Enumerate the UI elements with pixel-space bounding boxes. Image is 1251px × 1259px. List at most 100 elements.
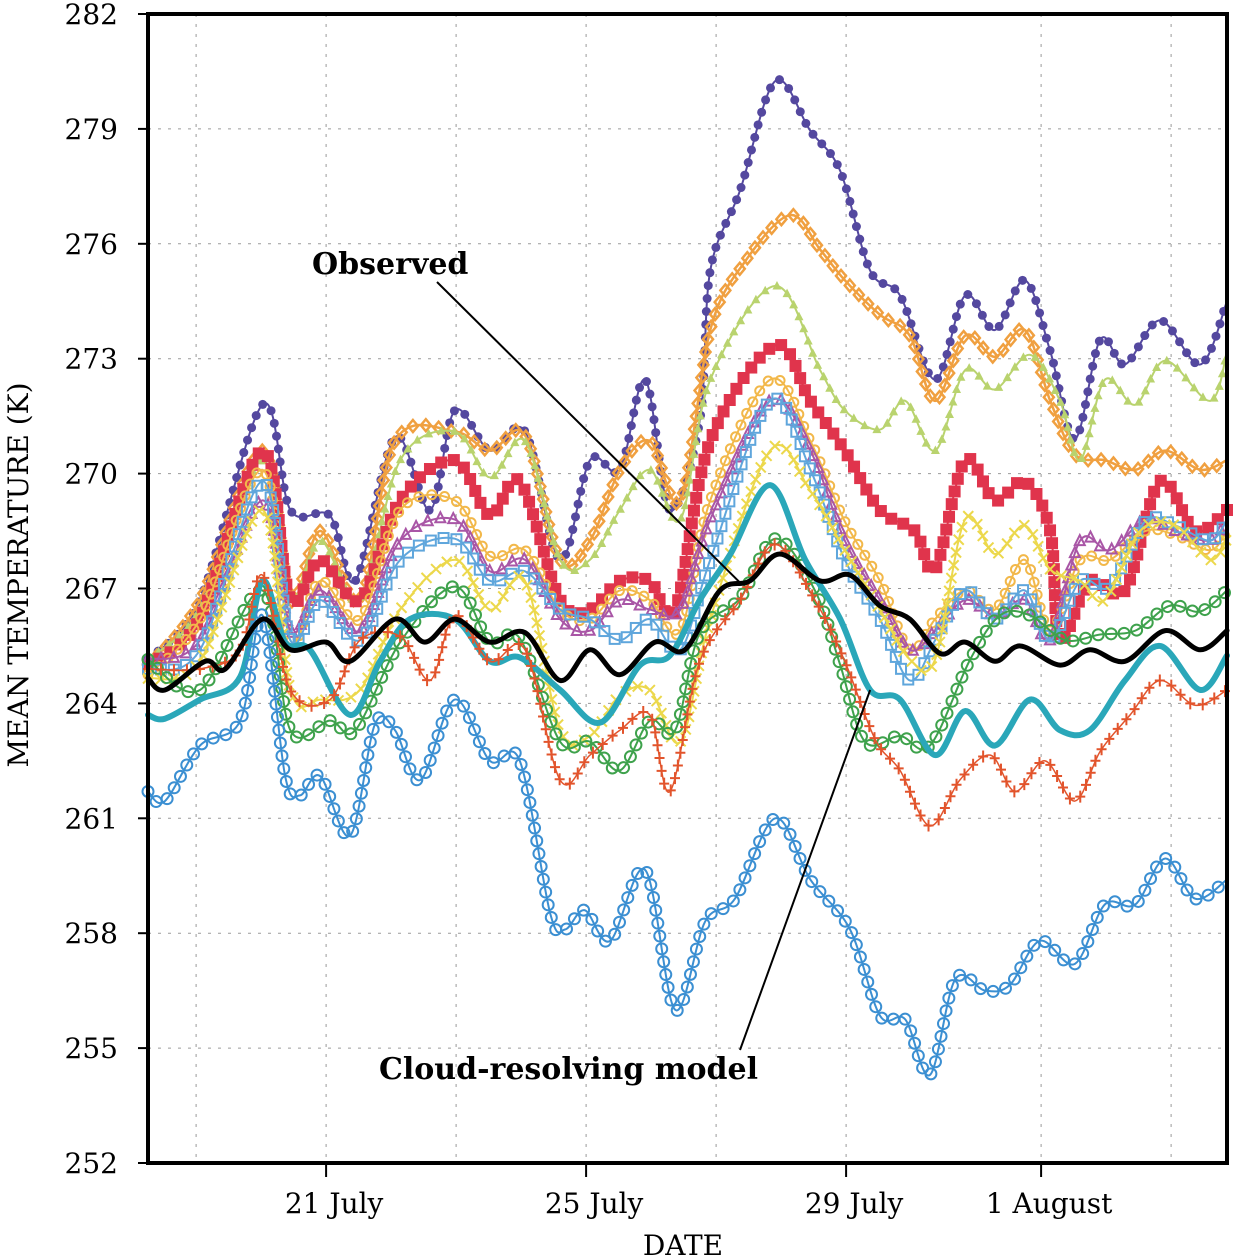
data-marker <box>469 484 482 497</box>
data-marker <box>1034 757 1045 770</box>
data-marker <box>838 914 852 928</box>
data-marker <box>1217 368 1227 378</box>
data-marker <box>819 417 832 430</box>
data-marker <box>1094 451 1108 468</box>
data-marker <box>1029 605 1042 618</box>
data-marker <box>326 605 339 618</box>
data-marker <box>724 443 736 455</box>
data-marker <box>852 538 864 550</box>
data-marker <box>395 630 406 643</box>
data-marker <box>232 473 242 483</box>
data-marker <box>774 375 786 387</box>
data-marker <box>1211 331 1221 341</box>
data-marker <box>827 427 840 440</box>
data-marker <box>380 578 393 591</box>
data-marker <box>545 570 558 583</box>
data-marker <box>261 450 274 463</box>
data-marker <box>613 574 626 587</box>
data-marker <box>1011 477 1024 490</box>
data-marker <box>267 537 279 549</box>
data-marker <box>705 268 715 278</box>
data-marker <box>467 552 480 565</box>
data-marker <box>911 414 921 423</box>
data-marker <box>997 606 1011 620</box>
data-marker <box>439 490 451 502</box>
data-marker <box>986 348 1000 365</box>
data-marker <box>1001 537 1013 550</box>
data-marker <box>430 666 441 679</box>
data-marker <box>911 351 926 367</box>
data-marker <box>846 705 860 719</box>
data-marker <box>1209 532 1222 545</box>
data-marker <box>733 883 747 897</box>
data-marker <box>629 408 639 418</box>
data-marker <box>714 485 728 499</box>
data-marker <box>915 664 927 677</box>
data-marker <box>317 555 330 568</box>
data-marker <box>530 520 543 533</box>
data-marker <box>834 438 847 451</box>
data-marker <box>1076 947 1090 961</box>
data-marker <box>885 638 898 651</box>
data-marker <box>946 352 960 369</box>
data-marker <box>513 638 524 651</box>
data-marker <box>1078 412 1088 422</box>
data-marker <box>1085 374 1095 384</box>
data-marker <box>864 720 875 733</box>
data-marker <box>403 444 413 453</box>
data-marker <box>1108 895 1122 909</box>
data-marker <box>674 735 687 748</box>
data-marker <box>195 737 209 751</box>
data-marker <box>1185 697 1196 710</box>
data-marker <box>406 418 420 434</box>
data-marker <box>876 743 887 756</box>
data-marker <box>291 594 304 607</box>
data-marker <box>944 409 954 419</box>
data-marker <box>843 277 857 294</box>
data-marker <box>914 535 927 548</box>
data-marker <box>346 824 360 838</box>
data-marker <box>1115 533 1129 547</box>
data-marker <box>1198 603 1212 617</box>
data-marker <box>319 697 330 710</box>
data-marker <box>380 659 394 673</box>
data-marker <box>789 299 799 309</box>
data-marker <box>986 984 1000 998</box>
data-marker <box>689 449 699 458</box>
data-marker <box>582 622 597 636</box>
crm-leader-line <box>739 689 872 1051</box>
data-marker <box>222 539 234 551</box>
data-marker <box>577 610 590 623</box>
data-marker <box>845 527 857 539</box>
data-marker <box>849 413 859 422</box>
data-marker <box>211 613 224 626</box>
data-marker <box>1148 485 1161 498</box>
data-marker <box>999 981 1013 995</box>
data-marker <box>533 473 543 482</box>
data-marker <box>193 683 207 697</box>
data-marker <box>482 653 493 666</box>
data-marker <box>739 446 752 459</box>
data-marker <box>603 526 613 536</box>
data-marker <box>180 758 194 772</box>
data-marker <box>1127 561 1140 574</box>
data-marker <box>1125 538 1138 551</box>
data-marker <box>692 382 707 399</box>
data-marker <box>1176 504 1189 517</box>
data-marker <box>707 255 717 265</box>
data-marker <box>617 721 628 734</box>
data-marker <box>1038 376 1052 393</box>
data-marker <box>1129 703 1140 716</box>
data-marker <box>327 802 341 816</box>
data-marker <box>647 713 658 726</box>
data-marker <box>790 95 800 105</box>
data-marker <box>748 239 762 256</box>
y-tick-label: 279 <box>65 113 118 146</box>
data-marker <box>952 384 962 394</box>
data-marker <box>695 410 705 420</box>
data-marker <box>896 634 910 648</box>
data-marker <box>932 389 947 406</box>
data-marker <box>878 278 888 288</box>
data-marker <box>495 561 509 575</box>
data-marker <box>539 885 553 899</box>
